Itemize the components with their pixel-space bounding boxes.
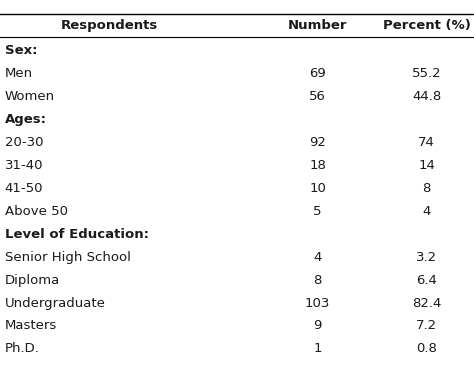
Text: Women: Women <box>5 90 55 103</box>
Text: 4: 4 <box>422 205 431 218</box>
Text: 44.8: 44.8 <box>412 90 441 103</box>
Text: Ph.D.: Ph.D. <box>5 342 40 356</box>
Text: 41-50: 41-50 <box>5 182 43 195</box>
Text: 56: 56 <box>309 90 326 103</box>
Text: 4: 4 <box>313 251 322 264</box>
Text: Masters: Masters <box>5 319 57 333</box>
Text: 82.4: 82.4 <box>412 296 441 310</box>
Text: 69: 69 <box>309 67 326 80</box>
Text: 7.2: 7.2 <box>416 319 437 333</box>
Text: 0.8: 0.8 <box>416 342 437 356</box>
Text: 55.2: 55.2 <box>412 67 441 80</box>
Text: Number: Number <box>288 19 347 32</box>
Text: 14: 14 <box>418 159 435 172</box>
Text: 9: 9 <box>313 319 322 333</box>
Text: 103: 103 <box>305 296 330 310</box>
Text: Level of Education:: Level of Education: <box>5 228 149 241</box>
Text: Above 50: Above 50 <box>5 205 68 218</box>
Text: 92: 92 <box>309 136 326 149</box>
Text: 18: 18 <box>309 159 326 172</box>
Text: Men: Men <box>5 67 33 80</box>
Text: 3.2: 3.2 <box>416 251 437 264</box>
Text: 6.4: 6.4 <box>416 273 437 287</box>
Text: Undergraduate: Undergraduate <box>5 296 106 310</box>
Text: 31-40: 31-40 <box>5 159 43 172</box>
Text: 8: 8 <box>313 273 322 287</box>
Text: 1: 1 <box>313 342 322 356</box>
Text: Sex:: Sex: <box>5 44 37 57</box>
Text: 20-30: 20-30 <box>5 136 43 149</box>
Text: Ages:: Ages: <box>5 113 47 126</box>
Text: Percent (%): Percent (%) <box>383 19 471 32</box>
Text: 5: 5 <box>313 205 322 218</box>
Text: Diploma: Diploma <box>5 273 60 287</box>
Text: 10: 10 <box>309 182 326 195</box>
Text: Respondents: Respondents <box>60 19 158 32</box>
Text: 8: 8 <box>422 182 431 195</box>
Text: 74: 74 <box>418 136 435 149</box>
Text: Senior High School: Senior High School <box>5 251 131 264</box>
